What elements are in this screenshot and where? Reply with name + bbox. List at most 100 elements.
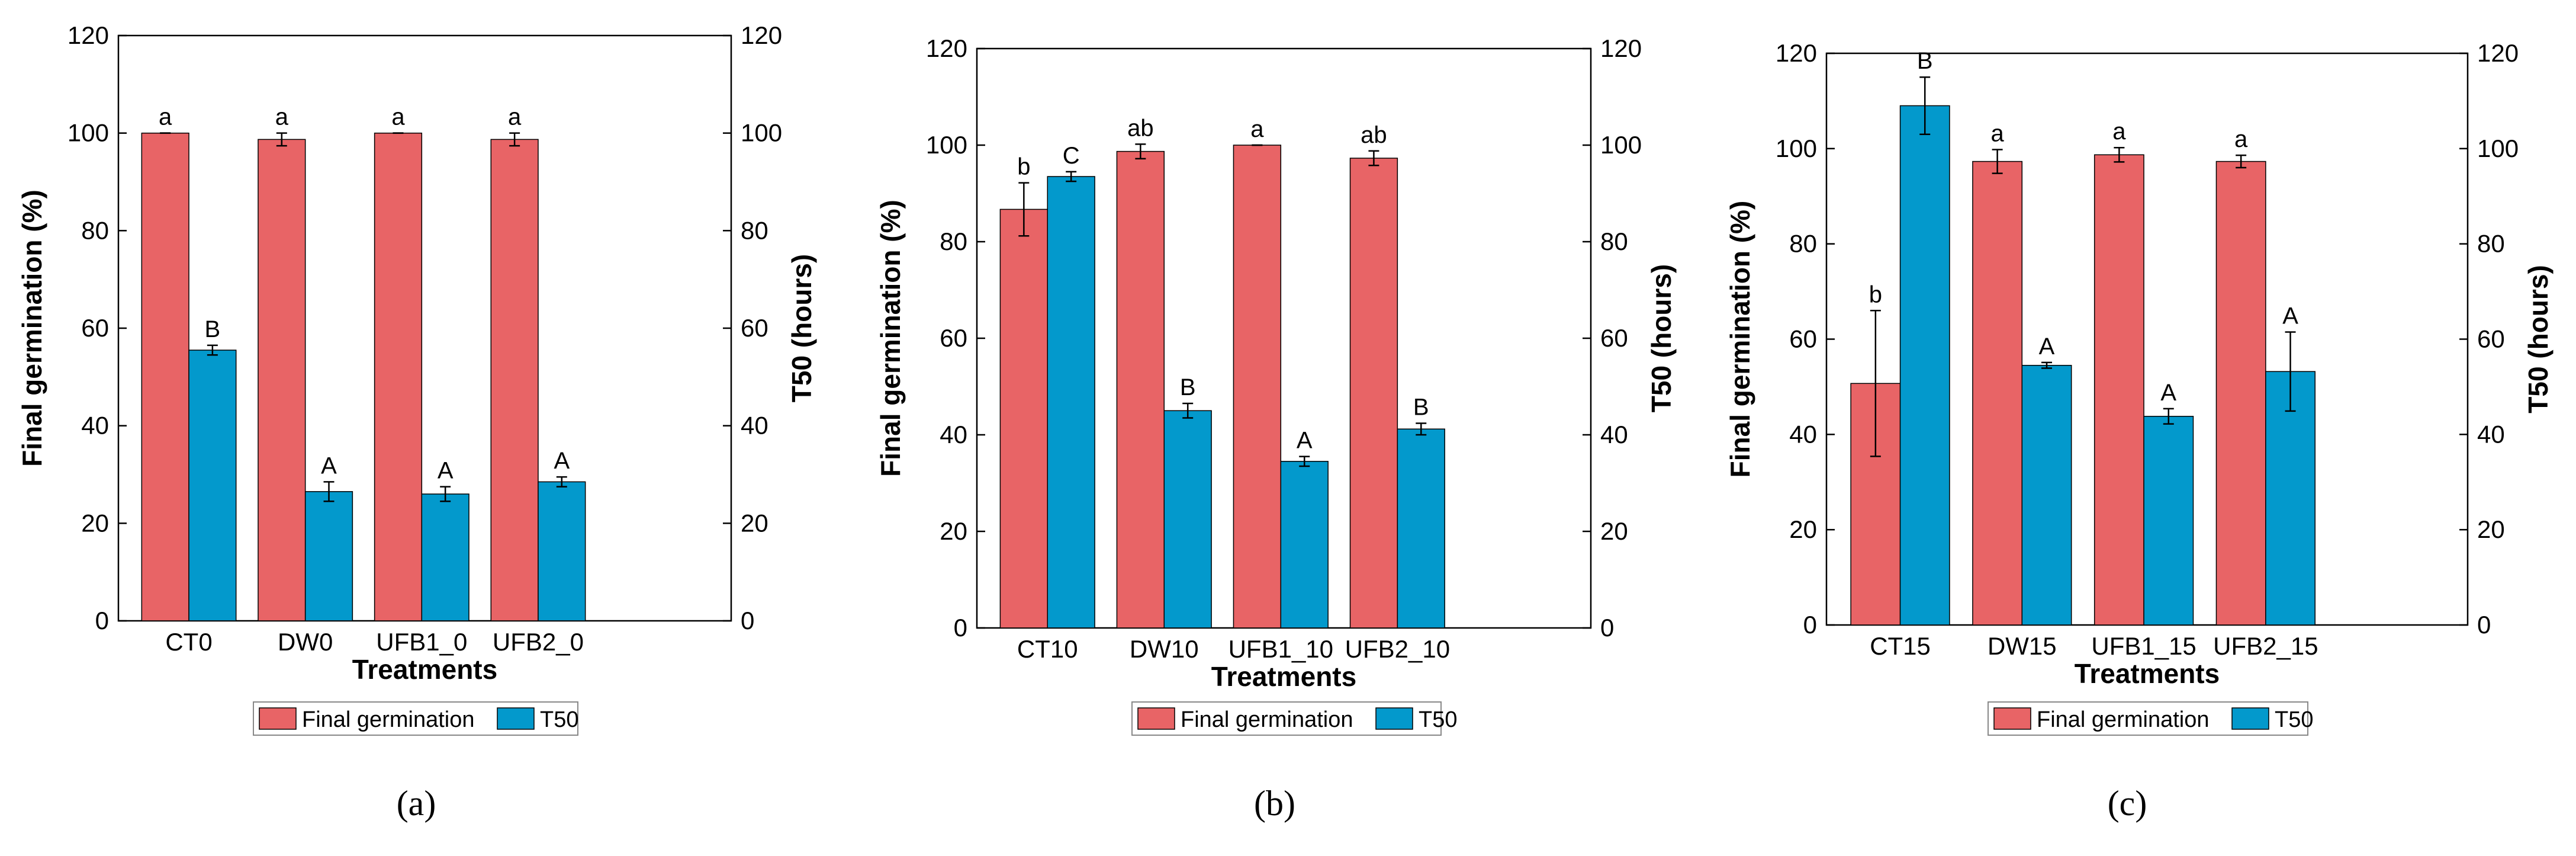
- left-tick-label: 120: [67, 21, 109, 49]
- significance-letter: a: [391, 104, 405, 130]
- bar-final-germination-UFB1_15: [2093, 154, 2144, 626]
- legend: Final germination T50: [253, 701, 578, 736]
- category-tick-label: UFB2_10: [1345, 635, 1450, 663]
- legend-label: Final germination: [302, 707, 474, 732]
- significance-letter: a: [508, 104, 522, 130]
- bar-final-germination-DW10: [1116, 150, 1165, 629]
- left-axis-title: Final germination (%): [17, 190, 47, 467]
- bar-final-germination-DW15: [1972, 161, 2023, 626]
- right-tick-label: 0: [741, 607, 754, 634]
- category-tick-label: UFB1_15: [2091, 632, 2196, 660]
- right-axis-title: T50 (hours): [786, 254, 817, 402]
- left-tick-label: 120: [926, 34, 967, 62]
- panel-caption-b: (b): [1254, 784, 1295, 823]
- significance-letter: a: [275, 104, 289, 130]
- significance-letter: A: [554, 448, 570, 474]
- significance-letter: B: [1180, 374, 1196, 400]
- right-tick-label: 0: [1600, 614, 1614, 642]
- significance-letter: A: [2039, 334, 2055, 360]
- right-tick-label: 120: [2477, 39, 2519, 67]
- category-tick-label: UFB1_10: [1228, 635, 1333, 663]
- right-tick-label: 20: [2477, 515, 2505, 543]
- category-tick-label: UFB2_15: [2213, 632, 2318, 660]
- category-tick-label: DW0: [278, 628, 333, 656]
- significance-letter: a: [1250, 116, 1264, 142]
- significance-letter: A: [438, 458, 454, 484]
- bar-final-germination-UFB2_15: [2215, 161, 2266, 626]
- bar-final-germination-DW0: [258, 139, 306, 621]
- x-axis-title: Treatments: [2075, 658, 2220, 689]
- significance-letter: a: [159, 104, 172, 130]
- category-tick-label: CT10: [1017, 635, 1078, 663]
- chart-panel-2: 0 20 40 60 80 100 120 0 20 40 60 80 100 120 Final germ…: [875, 34, 1677, 736]
- right-tick-label: 80: [741, 216, 768, 244]
- right-tick-label: 60: [1600, 324, 1628, 352]
- left-tick-label: 80: [1789, 230, 1817, 258]
- right-tick-label: 80: [2477, 230, 2505, 258]
- x-axis-title: Treatments: [1211, 661, 1356, 692]
- bar-t50-CT15: [1899, 105, 1950, 626]
- category-tick-label: UFB2_0: [493, 628, 584, 656]
- left-axis-title: Final germination (%): [1725, 201, 1755, 478]
- right-tick-label: 40: [741, 412, 768, 440]
- right-tick-label: 20: [1600, 517, 1628, 545]
- legend-label: T50: [1419, 707, 1457, 732]
- bar-final-germination-CT0: [141, 132, 189, 621]
- significance-letter: C: [1063, 143, 1080, 169]
- right-tick-label: 60: [741, 314, 768, 342]
- legend-swatch-t50: [497, 707, 535, 730]
- legend-swatch-final-germination: [259, 707, 297, 730]
- significance-letter: b: [1869, 281, 1882, 307]
- left-tick-label: 80: [81, 216, 109, 244]
- legend-swatch-t50: [2231, 707, 2269, 730]
- legend-label: T50: [540, 707, 578, 732]
- bar-t50-UFB2_15: [2265, 371, 2315, 626]
- left-tick-label: 100: [1776, 134, 1817, 162]
- left-tick-label: 0: [95, 607, 109, 634]
- left-tick-label: 40: [1789, 420, 1817, 448]
- bar-t50-DW10: [1163, 410, 1212, 629]
- category-tick-label: DW15: [1988, 632, 2057, 660]
- legend-swatch-t50: [1375, 707, 1413, 730]
- right-tick-label: 100: [741, 119, 782, 147]
- left-tick-label: 100: [67, 119, 109, 147]
- bar-final-germination-CT10: [999, 209, 1049, 629]
- left-tick-label: 60: [81, 314, 109, 342]
- left-tick-label: 40: [940, 421, 967, 448]
- legend-label: Final germination: [1181, 707, 1353, 732]
- legend-swatch-final-germination: [1137, 707, 1175, 730]
- left-tick-label: 40: [81, 412, 109, 440]
- bar-final-germination-UFB2_10: [1349, 158, 1398, 629]
- category-tick-label: DW10: [1130, 635, 1199, 663]
- legend-label: T50: [2275, 707, 2313, 732]
- significance-letter: A: [321, 453, 337, 479]
- legend: Final germination T50: [1131, 701, 1457, 736]
- bar-final-germination-UFB2_0: [490, 139, 539, 621]
- left-tick-label: 120: [1776, 39, 1817, 67]
- legend-label: Final germination: [2037, 707, 2209, 732]
- right-axis-title: T50 (hours): [2523, 265, 2554, 413]
- bar-t50-UFB1_0: [421, 493, 469, 621]
- legend-swatch-final-germination: [1993, 707, 2031, 730]
- right-tick-label: 120: [1600, 34, 1642, 62]
- bar-t50-UFB1_10: [1280, 461, 1329, 629]
- left-tick-label: 20: [81, 509, 109, 537]
- significance-letter: a: [1990, 120, 2004, 146]
- left-tick-label: 20: [940, 517, 967, 545]
- chart-panel-1: 0 20 40 60 80 100 120 0 20 40 60 80 100 120 Final germ…: [17, 21, 817, 736]
- significance-letter: A: [1297, 428, 1313, 454]
- legend: Final germination T50: [1988, 701, 2313, 736]
- significance-letter: a: [2234, 126, 2248, 152]
- left-tick-label: 20: [1789, 515, 1817, 543]
- bar-final-germination-UFB1_10: [1233, 145, 1282, 629]
- left-tick-label: 100: [926, 131, 967, 159]
- significance-letter: B: [1917, 48, 1933, 74]
- category-tick-label: CT0: [165, 628, 212, 656]
- panel-caption-a: (a): [396, 784, 436, 823]
- panel-caption-c: (c): [2107, 784, 2147, 823]
- right-tick-label: 80: [1600, 227, 1628, 255]
- left-tick-label: 0: [954, 614, 967, 642]
- right-tick-label: 60: [2477, 325, 2505, 353]
- significance-letter: ab: [1127, 115, 1154, 141]
